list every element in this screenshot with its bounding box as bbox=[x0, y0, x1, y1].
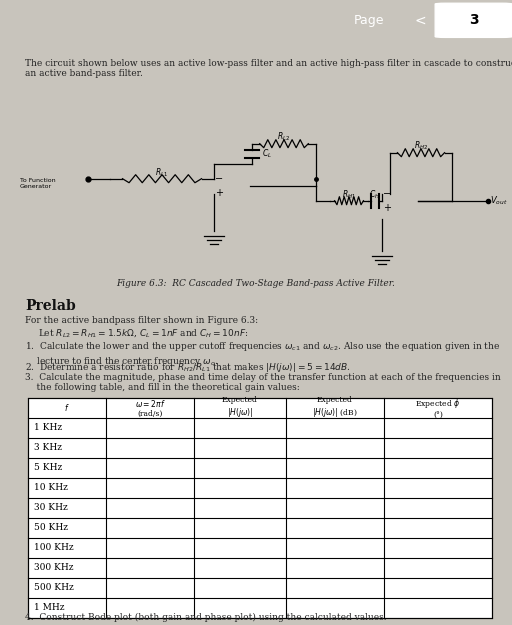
Text: $R_{H1}$: $R_{H1}$ bbox=[342, 189, 356, 201]
Polygon shape bbox=[382, 443, 418, 487]
Text: Expected
$|H(j\omega)|$: Expected $|H(j\omega)|$ bbox=[222, 396, 258, 419]
Text: 300 KHz: 300 KHz bbox=[34, 564, 74, 572]
Text: $R_{L1}$: $R_{L1}$ bbox=[156, 167, 168, 179]
Text: Expected
$|H(j\omega)|$ (dB): Expected $|H(j\omega)|$ (dB) bbox=[312, 396, 358, 419]
Text: Figure 6.3:  RC Cascaded Two-Stage Band-pass Active Filter.: Figure 6.3: RC Cascaded Two-Stage Band-p… bbox=[117, 279, 395, 288]
Text: 50 KHz: 50 KHz bbox=[34, 524, 68, 532]
Polygon shape bbox=[214, 458, 250, 502]
Bar bbox=[28, 398, 492, 618]
Text: 5 KHz: 5 KHz bbox=[34, 463, 62, 472]
Text: 10 KHz: 10 KHz bbox=[34, 483, 68, 492]
Text: For the active bandpass filter shown in Figure 6.3:: For the active bandpass filter shown in … bbox=[25, 316, 258, 325]
Text: 100 KHz: 100 KHz bbox=[34, 544, 74, 552]
Text: 500 KHz: 500 KHz bbox=[34, 584, 74, 592]
Text: Let $R_{L2} = R_{H1} = 1.5k\Omega$, $C_L = 1nF$ and $C_H = 10nF$:: Let $R_{L2} = R_{H1} = 1.5k\Omega$, $C_L… bbox=[38, 327, 248, 339]
Text: −: − bbox=[215, 174, 223, 184]
Text: 3 KHz: 3 KHz bbox=[34, 443, 62, 452]
Text: The circuit shown below uses an active low-pass filter and an active high-pass f: The circuit shown below uses an active l… bbox=[25, 59, 512, 78]
Text: 3.  Calculate the magnitude, phase and time delay of the transfer function at ea: 3. Calculate the magnitude, phase and ti… bbox=[25, 373, 501, 392]
Text: 3: 3 bbox=[469, 13, 478, 28]
Text: Page: Page bbox=[353, 14, 384, 27]
Text: $R_{L2}$: $R_{L2}$ bbox=[278, 131, 291, 143]
Text: Expected $\phi$
(°): Expected $\phi$ (°) bbox=[415, 397, 461, 419]
Text: 1 MHz: 1 MHz bbox=[34, 604, 65, 612]
Text: $R_{H2}$: $R_{H2}$ bbox=[414, 140, 428, 152]
Text: +: + bbox=[215, 188, 223, 198]
Text: $V_{out}$: $V_{out}$ bbox=[490, 194, 507, 207]
Text: To Function
Generator: To Function Generator bbox=[20, 178, 56, 189]
Text: 2.  Determine a resistor ratio for $R_{H2}/R_{L1}$ that makes $|H(j\omega)| = 5 : 2. Determine a resistor ratio for $R_{H2… bbox=[25, 361, 351, 374]
Text: 4.  Construct Bode plot (both gain and phase plot) using the calculated values.: 4. Construct Bode plot (both gain and ph… bbox=[25, 613, 387, 622]
Text: −: − bbox=[383, 189, 391, 199]
Text: $\omega = 2\pi f$
(rad/s): $\omega = 2\pi f$ (rad/s) bbox=[135, 398, 165, 418]
Text: $C_H$: $C_H$ bbox=[369, 189, 380, 201]
Text: Prelab: Prelab bbox=[25, 299, 76, 312]
FancyBboxPatch shape bbox=[435, 3, 512, 38]
Text: <: < bbox=[414, 13, 425, 28]
Text: $C_L$: $C_L$ bbox=[262, 148, 272, 160]
Text: 1.  Calculate the lower and the upper cutoff frequencies $\omega_{c1}$ and $\ome: 1. Calculate the lower and the upper cut… bbox=[25, 340, 500, 367]
Text: +: + bbox=[383, 202, 391, 212]
Text: 30 KHz: 30 KHz bbox=[34, 503, 68, 512]
Text: $f$: $f$ bbox=[64, 402, 70, 413]
Text: 1 KHz: 1 KHz bbox=[34, 423, 62, 432]
